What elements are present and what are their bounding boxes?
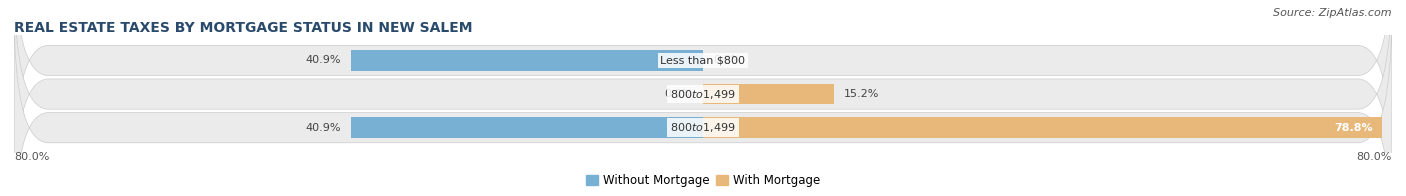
Text: Source: ZipAtlas.com: Source: ZipAtlas.com xyxy=(1274,8,1392,18)
Legend: Without Mortgage, With Mortgage: Without Mortgage, With Mortgage xyxy=(581,169,825,192)
Bar xyxy=(703,117,1382,138)
Text: 80.0%: 80.0% xyxy=(1357,152,1392,162)
Text: 0.0%: 0.0% xyxy=(665,89,693,99)
FancyBboxPatch shape xyxy=(14,0,1392,196)
Text: $800 to $1,499: $800 to $1,499 xyxy=(671,88,735,101)
Text: Less than $800: Less than $800 xyxy=(661,55,745,65)
Text: 15.2%: 15.2% xyxy=(844,89,880,99)
Bar xyxy=(350,50,703,71)
Bar xyxy=(703,84,834,104)
Text: REAL ESTATE TAXES BY MORTGAGE STATUS IN NEW SALEM: REAL ESTATE TAXES BY MORTGAGE STATUS IN … xyxy=(14,21,472,35)
Text: 40.9%: 40.9% xyxy=(305,123,340,133)
FancyBboxPatch shape xyxy=(14,0,1392,180)
Text: $800 to $1,499: $800 to $1,499 xyxy=(671,121,735,134)
FancyBboxPatch shape xyxy=(14,8,1392,196)
Text: 0.0%: 0.0% xyxy=(713,55,741,65)
Text: 80.0%: 80.0% xyxy=(14,152,49,162)
Bar xyxy=(350,117,703,138)
Text: 40.9%: 40.9% xyxy=(305,55,340,65)
Text: 78.8%: 78.8% xyxy=(1334,123,1374,133)
